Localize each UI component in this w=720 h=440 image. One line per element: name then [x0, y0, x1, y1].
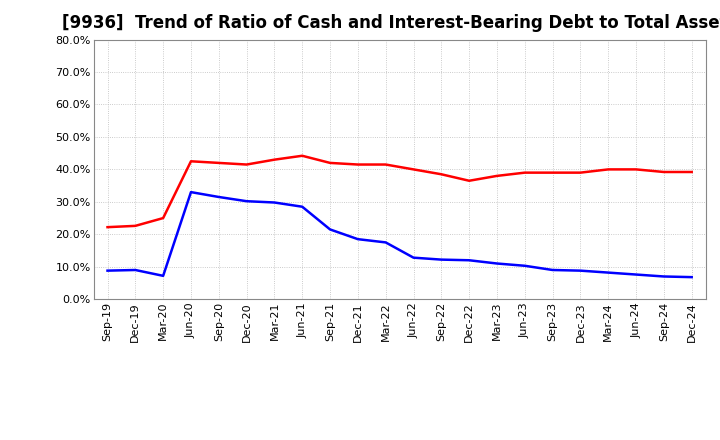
Cash [242, 162, 251, 167]
Interest-Bearing Debt [159, 273, 168, 279]
Cash [131, 223, 140, 228]
Cash [354, 162, 362, 167]
Cash [103, 224, 112, 230]
Line: Cash: Cash [107, 156, 692, 227]
Cash [437, 172, 446, 177]
Cash [549, 170, 557, 175]
Interest-Bearing Debt [354, 237, 362, 242]
Cash [409, 167, 418, 172]
Cash [215, 160, 223, 165]
Cash [298, 153, 307, 158]
Interest-Bearing Debt [465, 258, 474, 263]
Cash [604, 167, 613, 172]
Interest-Bearing Debt [325, 227, 334, 232]
Interest-Bearing Debt [131, 268, 140, 273]
Line: Interest-Bearing Debt: Interest-Bearing Debt [107, 192, 692, 277]
Cash [688, 169, 696, 175]
Interest-Bearing Debt [549, 268, 557, 273]
Interest-Bearing Debt [382, 240, 390, 245]
Cash [382, 162, 390, 167]
Interest-Bearing Debt [437, 257, 446, 262]
Title: [9936]  Trend of Ratio of Cash and Interest-Bearing Debt to Total Assets: [9936] Trend of Ratio of Cash and Intere… [62, 15, 720, 33]
Interest-Bearing Debt [215, 194, 223, 200]
Interest-Bearing Debt [298, 204, 307, 209]
Interest-Bearing Debt [660, 274, 668, 279]
Cash [492, 173, 501, 179]
Interest-Bearing Debt [186, 190, 195, 195]
Cash [159, 216, 168, 221]
Cash [186, 159, 195, 164]
Interest-Bearing Debt [492, 261, 501, 266]
Interest-Bearing Debt [604, 270, 613, 275]
Interest-Bearing Debt [631, 272, 640, 277]
Interest-Bearing Debt [521, 263, 529, 268]
Cash [325, 160, 334, 165]
Interest-Bearing Debt [242, 198, 251, 204]
Cash [270, 157, 279, 162]
Cash [521, 170, 529, 175]
Cash [631, 167, 640, 172]
Cash [660, 169, 668, 175]
Interest-Bearing Debt [409, 255, 418, 260]
Interest-Bearing Debt [576, 268, 585, 273]
Cash [465, 178, 474, 183]
Interest-Bearing Debt [688, 275, 696, 280]
Cash [576, 170, 585, 175]
Interest-Bearing Debt [270, 200, 279, 205]
Interest-Bearing Debt [103, 268, 112, 273]
